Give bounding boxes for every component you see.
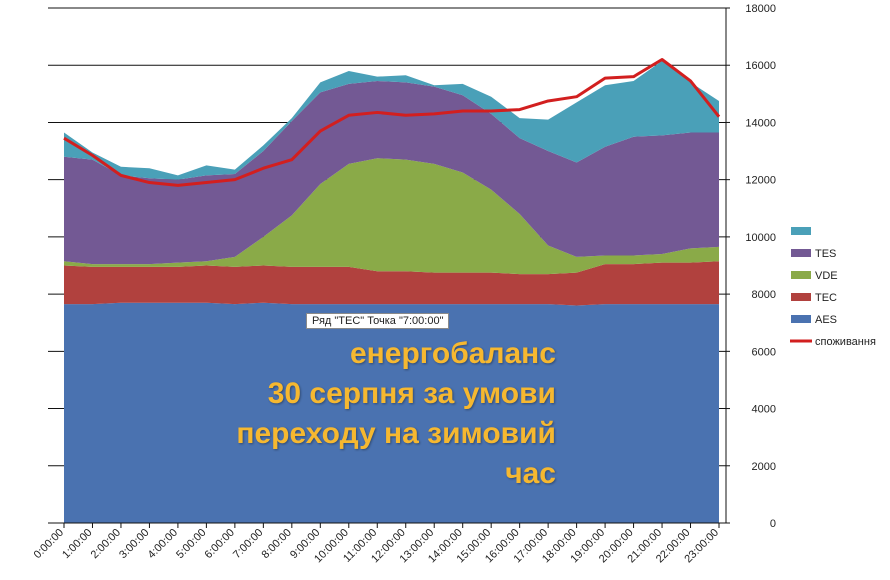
legend: TES VDE TEC AES споживання	[790, 227, 876, 348]
y-tick-label: 16000	[745, 60, 776, 72]
legend-label: споживання	[815, 336, 876, 348]
legend-swatch	[791, 293, 811, 301]
overlay-line-1: енергобаланс	[349, 337, 556, 370]
y-tick-label: 8000	[752, 289, 776, 301]
legend-label: TEC	[815, 292, 837, 304]
legend-label: TES	[815, 248, 836, 260]
legend-swatch	[791, 315, 811, 323]
area-vde	[64, 158, 719, 275]
x-tick-label: 2:00:00	[89, 527, 123, 561]
x-tick-label: 5:00:00	[174, 527, 208, 561]
x-tick-labels: 0:00:001:00:002:00:003:00:004:00:005:00:…	[32, 527, 721, 566]
axes	[48, 7, 730, 528]
x-tick-label: 4:00:00	[146, 527, 180, 561]
x-tick-label: 0:00:00	[32, 527, 66, 561]
series-tooltip: Ряд "ТЕС" Точка "7:00:00"	[306, 313, 450, 329]
overlay-line-3: переходу на зимовий	[236, 417, 556, 450]
x-tick-label: 6:00:00	[203, 527, 237, 561]
y-tick-label: 10000	[745, 232, 776, 244]
overlay-line-4: час	[505, 457, 556, 490]
legend-swatch	[791, 227, 811, 235]
area-series-4	[64, 60, 719, 180]
area-aes	[64, 302, 719, 523]
consumption-line	[63, 58, 721, 187]
area-tes	[64, 80, 719, 265]
legend-label: VDE	[815, 270, 838, 282]
x-tick-label: 1:00:00	[60, 527, 94, 561]
area-series	[64, 60, 719, 523]
legend-swatch	[791, 271, 811, 279]
y-tick-label: 2000	[752, 461, 776, 473]
y-tick-labels: 0 2000 4000 6000 8000 10000 12000 14000 16000 180…	[745, 3, 776, 530]
consumption-line-layer	[63, 58, 721, 187]
y-tick-label: 12000	[745, 175, 776, 187]
y-tick-label: 4000	[752, 404, 776, 416]
area-tec	[64, 261, 719, 306]
overlay-caption: енергобаланс 30 серпня за умови переходу…	[236, 334, 556, 494]
x-tick-label: 3:00:00	[117, 527, 151, 561]
y-tick-label: 0	[770, 518, 776, 530]
y-tick-label: 6000	[752, 346, 776, 358]
x-tick-label: 8:00:00	[260, 527, 294, 561]
legend-label: AES	[815, 314, 837, 326]
x-tick-label: 7:00:00	[231, 527, 265, 561]
y-tick-label: 18000	[745, 3, 776, 15]
y-tick-label: 14000	[745, 117, 776, 129]
legend-swatch	[791, 249, 811, 257]
overlay-line-2: 30 серпня за умови	[267, 377, 556, 410]
